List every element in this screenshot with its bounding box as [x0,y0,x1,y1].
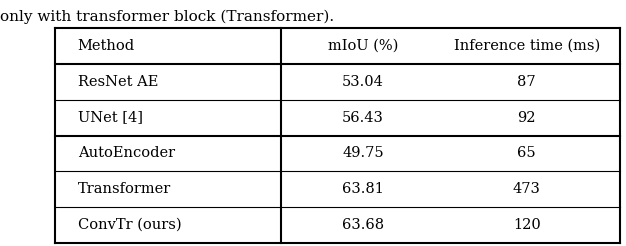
Text: 65: 65 [518,146,536,160]
Text: mIoU (%): mIoU (%) [328,39,398,53]
Text: 120: 120 [513,218,541,232]
Text: 49.75: 49.75 [342,146,384,160]
Text: Inference time (ms): Inference time (ms) [454,39,600,53]
Text: AutoEncoder: AutoEncoder [78,146,175,160]
Text: 56.43: 56.43 [342,111,384,124]
Text: Method: Method [78,39,135,53]
Text: ResNet AE: ResNet AE [78,75,158,89]
Text: 63.68: 63.68 [342,218,384,232]
Text: 63.81: 63.81 [342,182,384,196]
Text: 92: 92 [518,111,536,124]
Text: 473: 473 [513,182,541,196]
Text: Transformer: Transformer [78,182,171,196]
Text: only with transformer block (Transformer).: only with transformer block (Transformer… [0,10,334,24]
Text: 53.04: 53.04 [342,75,384,89]
Text: UNet [4]: UNet [4] [78,111,143,124]
Text: ConvTr (ours): ConvTr (ours) [78,218,181,232]
Text: 87: 87 [518,75,536,89]
